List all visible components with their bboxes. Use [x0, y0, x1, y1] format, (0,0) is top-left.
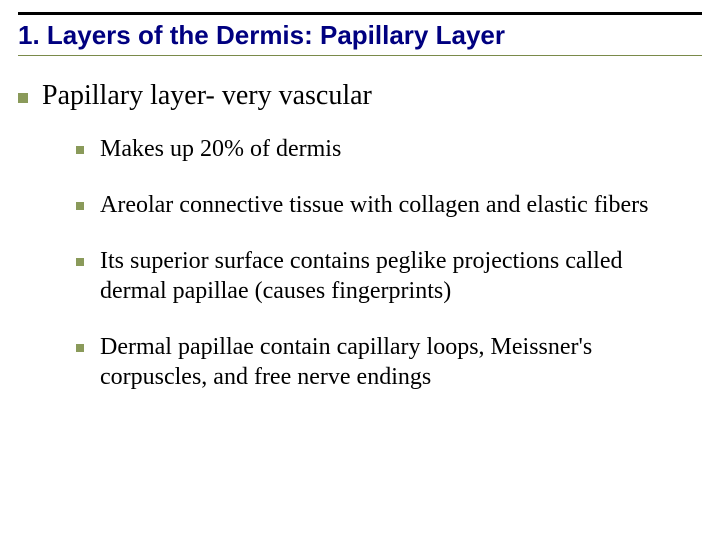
title-rule-top [18, 12, 702, 15]
top-item-text: Papillary layer- very vascular [42, 80, 372, 112]
sub-list: Makes up 20% of dermis Areolar connectiv… [76, 134, 690, 392]
sub-item-text: Dermal papillae contain capillary loops,… [100, 332, 690, 392]
list-item: Dermal papillae contain capillary loops,… [76, 332, 690, 392]
bullet-icon [76, 344, 84, 352]
list-item: Its superior surface contains peglike pr… [76, 246, 690, 306]
sub-item-text: Areolar connective tissue with collagen … [100, 190, 648, 220]
list-item: Makes up 20% of dermis [76, 134, 690, 164]
list-item: Areolar connective tissue with collagen … [76, 190, 690, 220]
title-rule-bottom [18, 55, 702, 56]
bullet-icon [76, 258, 84, 266]
sub-item-text: Its superior surface contains peglike pr… [100, 246, 690, 306]
slide: 1. Layers of the Dermis: Papillary Layer… [0, 0, 720, 540]
sub-item-text: Makes up 20% of dermis [100, 134, 341, 164]
bullet-icon [76, 146, 84, 154]
bullet-icon [18, 93, 28, 103]
bullet-icon [76, 202, 84, 210]
top-list-item: Papillary layer- very vascular [18, 80, 690, 112]
content-area: Papillary layer- very vascular Makes up … [18, 80, 690, 418]
slide-title: 1. Layers of the Dermis: Papillary Layer [18, 20, 505, 51]
